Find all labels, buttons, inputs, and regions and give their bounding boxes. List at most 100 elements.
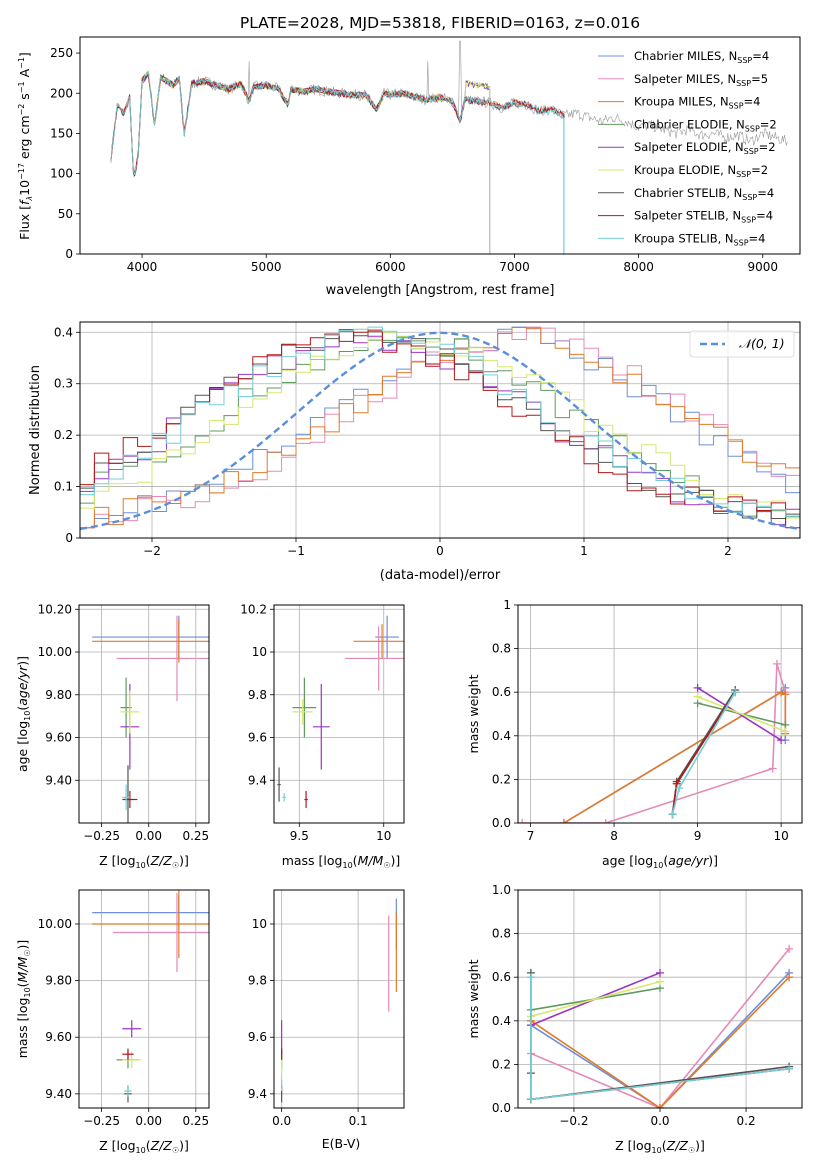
legend-subscript: SSP (736, 79, 751, 88)
legend-label: Chabrier STELIB, NSSP=4 (634, 186, 774, 202)
x-tick-label: 0 (436, 544, 444, 558)
legend-suffix: =4 (752, 49, 769, 63)
mass-weight-marker (777, 688, 786, 697)
residual-histogram-line (80, 326, 800, 518)
normal-distribution-curve (80, 331, 800, 531)
mass-weight-vs-Z-axes-frame (517, 889, 803, 1109)
legend-label: Chabrier ELODIE, NSSP=2 (634, 117, 777, 133)
mass-weight-vs-Z-plot: −0.2 0.0 0.2 0.0 0.2 0.4 0.6 0.8 1.0 (492, 883, 802, 1128)
residual-histograms (80, 326, 800, 531)
y-tick-label: 1.0 (492, 883, 511, 897)
mass-weight-marker (693, 692, 702, 701)
mass-weight-vs-age-panel: 7 8 9 10 0.0 0.2 0.4 0.6 0.8 1 age [log10(age/yr)… (466, 598, 803, 870)
y-tick-label: 0.2 (492, 1057, 511, 1071)
y-tick-label: 150 (50, 126, 73, 140)
residuals-axes-frame (79, 321, 801, 539)
x-tick-label: 2 (724, 544, 732, 558)
x-tick-label: 7 (527, 829, 535, 843)
spectrum-legend: Chabrier MILES, NSSP=4 Salpeter MILES, NS… (598, 49, 777, 247)
model-spectrum-line (110, 70, 565, 254)
y-tick-label: 0.0 (492, 816, 511, 830)
spectrum-axes-frame (79, 36, 801, 255)
x-tick-label: 5000 (251, 260, 282, 274)
x-tick-label: −0.25 (83, 829, 120, 843)
age-vs-Z-plot: −0.25 0.00 0.25 9.40 9.60 9.80 10.00 10.20 (38, 602, 210, 843)
x-tick-label: 0.0 (272, 1114, 291, 1128)
y-tick-label: 0.0 (492, 1101, 511, 1115)
legend-subscript: SSP (742, 193, 757, 202)
y-tick-label: 9.80 (45, 688, 72, 702)
y-tick-label: 9.80 (45, 974, 72, 988)
x-tick-label: −2 (143, 544, 161, 558)
y-tick-label: 0.2 (492, 772, 511, 786)
mass-weight-marker (526, 1095, 535, 1104)
y-tick-label: 9.8 (248, 974, 267, 988)
residual-histogram-line (80, 329, 800, 529)
y-tick-label: 50 (58, 207, 73, 221)
age-vs-Z-ylabel: age [log10(age/yr)] (15, 656, 32, 772)
age_vs_Z-grid (79, 605, 209, 823)
legend-suffix: =4 (744, 95, 761, 109)
legend-label: Kroupa STELIB, NSSP=4 (634, 231, 765, 247)
mass-weight-marker (781, 690, 790, 699)
mass-weight-vs-Z-ylabel: mass weight (466, 959, 481, 1038)
spectrum-lines (110, 40, 788, 254)
y-tick-label: 0.4 (54, 325, 73, 339)
legend-suffix: =4 (756, 209, 773, 223)
legend-label: Salpeter MILES, NSSP=5 (634, 72, 768, 88)
mass-weight-vs-age-xlabel: age [log10(age/yr)] (602, 853, 718, 870)
mass-weight-vs-Z-xlabel: Z [log10(Z/Z☉)] (615, 1138, 705, 1155)
residuals-panel: −2 −1 0 1 200.10.20.30.4 (data-model)/error … (28, 321, 801, 583)
mass-weight-line (530, 948, 790, 1108)
spectrum-ylabel: Flux [fλ10−17 erg cm−2 s−1 A−1] (17, 52, 34, 240)
legend-subscript: SSP (744, 147, 759, 156)
residuals-xlabel: (data-model)/error (380, 568, 501, 583)
x-tick-label: −0.25 (83, 1114, 120, 1128)
legend-label: Salpeter ELODIE, NSSP=2 (634, 140, 776, 156)
y-tick-label: 0.4 (492, 1014, 511, 1028)
mass_vs_Z-points (92, 890, 209, 1103)
mass-weight-marker (526, 973, 535, 982)
y-tick-label: 0.4 (492, 729, 511, 743)
mass-weight-vs-age-axes-frame (517, 604, 803, 824)
y-tick-label: 250 (50, 46, 73, 60)
mass-weight-marker (785, 944, 794, 953)
legend-label: Kroupa ELODIE, NSSP=2 (634, 163, 768, 179)
model-spectrum-line (110, 70, 565, 254)
mass-vs-Z-plot: −0.25 0.00 0.25 9.40 9.60 9.80 10.00 (38, 890, 209, 1128)
mass_weight_vs_age-lines (518, 659, 790, 823)
y-tick-label: 9.6 (248, 1030, 267, 1044)
mass-vs-Z-axes-frame (78, 889, 210, 1109)
observed-spectrum-line (110, 40, 788, 177)
spectrum-panel: 4000 5000 6000 7000 8000 9000050100150200250 … (17, 36, 801, 298)
x-tick-label: 0.1 (349, 1114, 368, 1128)
residual-histogram-line (80, 329, 800, 519)
spectrum-plot: 4000 5000 6000 7000 8000 9000 0 50 100 150 200 250 (50, 40, 788, 274)
y-tick-label: 200 (50, 86, 73, 100)
mass-vs-Z-xlabel: Z [log10(Z/Z☉)] (99, 1138, 189, 1155)
y-tick-label: 10.00 (38, 917, 72, 931)
y-tick-label: 0.8 (492, 642, 511, 656)
age-vs-Z-axes-frame (78, 604, 210, 824)
x-tick-label: 0.00 (135, 1114, 162, 1128)
y-tick-label: 9.4 (248, 773, 267, 787)
y-tick-label: 0 (65, 247, 73, 261)
y-tick-label: 0.8 (492, 927, 511, 941)
y-tick-label: 0.1 (54, 480, 73, 494)
mass-weight-marker (693, 683, 702, 692)
legend-label: Chabrier MILES, NSSP=4 (634, 49, 769, 65)
mass_weight_vs_age-grid (518, 604, 802, 824)
mass-weight-marker (785, 973, 794, 982)
x-tick-label: 10 (376, 829, 391, 843)
mass-weight-marker (518, 819, 527, 823)
legend-suffix: =4 (757, 186, 774, 200)
legend-normal-label: 𝒩(0, 1) (739, 336, 785, 351)
residuals-ylabel: Normed distribution (28, 365, 43, 495)
y-tick-label: 1 (503, 598, 511, 612)
mass-vs-ebv-xlabel: E(B-V) (322, 1136, 361, 1151)
x-tick-label: 9000 (747, 260, 778, 274)
mass-weight-marker (559, 819, 568, 823)
x-tick-label: 4000 (127, 260, 158, 274)
x-tick-label: 0.25 (182, 1114, 209, 1128)
mass_vs_Z-grid (79, 890, 209, 1108)
